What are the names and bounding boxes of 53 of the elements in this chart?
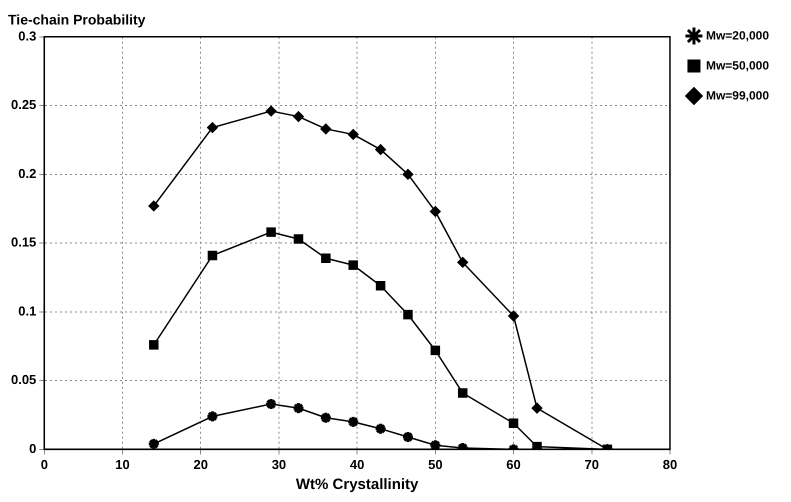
point [532, 402, 543, 414]
point [266, 106, 277, 117]
point [346, 415, 360, 428]
x-tick-label: 20 [193, 456, 208, 472]
point [149, 340, 159, 350]
point [294, 234, 304, 244]
point [206, 410, 219, 423]
point [321, 253, 331, 263]
point [458, 388, 468, 398]
x-tick-label: 70 [584, 456, 599, 472]
point [148, 200, 160, 212]
point [264, 398, 278, 411]
legend-label: Mw=99,000 [706, 88, 770, 102]
y-tick-label: 0.1 [18, 303, 36, 318]
point [320, 123, 332, 134]
point [374, 422, 388, 436]
point [292, 402, 305, 415]
x-tick-label: 0 [40, 456, 48, 472]
y-tick-label: 0.05 [10, 372, 36, 388]
y-tick-label: 0.25 [10, 97, 36, 112]
point [292, 111, 304, 122]
x-tick-label: 10 [115, 456, 130, 472]
point [375, 144, 386, 156]
point [457, 256, 468, 268]
point [266, 227, 276, 237]
x-axis-title: Wt% Crystallinity [296, 476, 420, 494]
point [402, 168, 414, 180]
point [508, 418, 518, 428]
x-tick-label: 50 [428, 456, 443, 472]
point [208, 250, 218, 260]
point [376, 280, 386, 290]
point [319, 411, 332, 424]
x-tick-label: 60 [506, 456, 521, 472]
point [403, 310, 413, 320]
point [428, 438, 442, 450]
legend-label: Mw=50,000 [706, 58, 770, 72]
point [430, 206, 441, 217]
point [430, 346, 440, 356]
point [508, 310, 520, 322]
legend-label: Mw=20,000 [706, 28, 770, 42]
y-axis-title: Tie-chain Probability [8, 11, 146, 28]
x-tick-label: 40 [350, 456, 364, 472]
x-tick-label: 30 [272, 456, 286, 472]
point [401, 430, 414, 444]
y-tick-label: 0.2 [18, 166, 36, 181]
point [206, 122, 218, 134]
y-tick-label: 0.15 [10, 234, 36, 250]
point [348, 128, 359, 140]
point [348, 260, 358, 270]
y-tick-label: 0.3 [18, 28, 36, 44]
y-tick-label: 0 [29, 440, 36, 456]
point [147, 437, 160, 450]
x-tick-label: 80 [662, 456, 678, 472]
